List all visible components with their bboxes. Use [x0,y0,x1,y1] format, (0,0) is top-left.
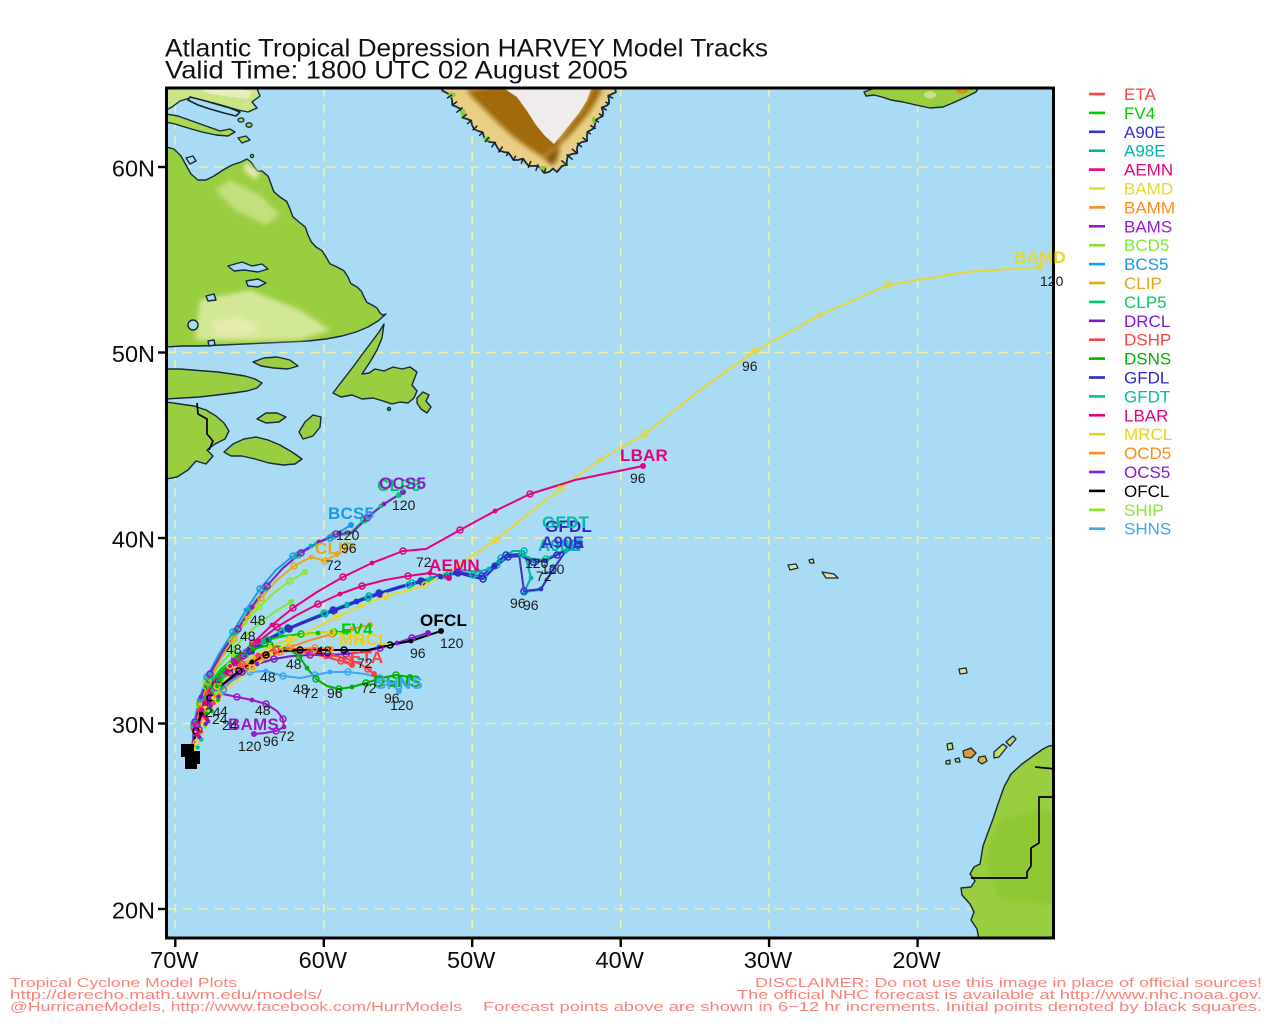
svg-text:72: 72 [326,557,342,573]
svg-text:http://derecho.math.uwm.edu/mo: http://derecho.math.uwm.edu/models/ [10,987,323,1002]
svg-text:120: 120 [238,738,262,754]
svg-text:BAMM: BAMM [1124,198,1175,217]
svg-text:96: 96 [510,595,526,611]
svg-text:BAMD: BAMD [1014,248,1066,267]
svg-text:96: 96 [410,645,426,661]
svg-text:120: 120 [390,697,414,713]
svg-text:A90E: A90E [1124,123,1166,142]
svg-text:SHIP: SHIP [1124,501,1164,520]
svg-text:BCS5: BCS5 [1124,255,1168,274]
svg-text:CLIP: CLIP [315,539,355,558]
svg-text:The official NHC forecast is a: The official NHC forecast is available a… [737,987,1262,1002]
svg-text:30N: 30N [112,712,155,738]
svg-text:96: 96 [523,597,539,613]
svg-text:48: 48 [255,702,271,718]
svg-text:72: 72 [303,685,319,701]
svg-text:BCD5: BCD5 [1124,236,1169,255]
svg-text:A98E: A98E [538,536,581,555]
svg-text:96: 96 [327,685,343,701]
svg-text:Tropical Cyclone Model Plots: Tropical Cyclone Model Plots [10,975,238,990]
svg-text:DISCLAIMER: Do not use this im: DISCLAIMER: Do not use this image in pla… [755,975,1262,990]
svg-text:SHNS: SHNS [375,674,423,693]
svg-text:60W: 60W [299,947,348,973]
svg-text:48: 48 [250,612,266,628]
svg-text:Atlantic Tropical Depression H: Atlantic Tropical Depression HARVEY Mode… [165,35,768,63]
svg-text:96: 96 [742,358,758,374]
svg-text:60N: 60N [112,156,155,182]
svg-text:96: 96 [263,733,279,749]
svg-text:@HurricaneModels, http://www.f: @HurricaneModels, http://www.facebook.co… [10,999,463,1014]
svg-text:96: 96 [384,690,400,706]
svg-text:BCS5: BCS5 [328,504,374,523]
svg-text:GFDT: GFDT [1124,387,1170,406]
svg-text:ETA: ETA [1124,85,1156,104]
svg-text:LBAR: LBAR [1124,406,1168,425]
svg-text:CLP5: CLP5 [377,476,421,495]
svg-text:96: 96 [630,470,646,486]
svg-text:AEMN: AEMN [429,556,480,575]
svg-text:120: 120 [336,527,360,543]
svg-text:50W: 50W [447,947,496,973]
svg-text:48: 48 [226,641,242,657]
svg-text:72: 72 [279,728,295,744]
svg-text:OFCL: OFCL [1124,482,1169,501]
svg-text:30W: 30W [744,947,793,973]
svg-text:96: 96 [341,540,357,556]
svg-text:120: 120 [1040,273,1064,289]
svg-text:24: 24 [212,711,228,727]
svg-text:BAMD: BAMD [1124,180,1173,199]
svg-text:AEMN: AEMN [1124,161,1173,180]
svg-text:48: 48 [293,681,309,697]
svg-text:GFDT: GFDT [542,513,589,532]
svg-text:OFCL: OFCL [420,611,467,630]
svg-text:OCS5: OCS5 [1124,463,1170,482]
svg-text:GFDL: GFDL [545,517,592,536]
svg-text:72: 72 [536,568,552,584]
svg-text:A98E: A98E [1124,142,1166,161]
svg-text:LBAR: LBAR [620,446,668,465]
svg-text:40N: 40N [112,527,155,553]
svg-text:Valid Time: 1800 UTC 02 August: Valid Time: 1800 UTC 02 August 2005 [165,57,628,85]
svg-text:DSHP: DSHP [1124,331,1171,350]
svg-text:4: 4 [220,703,228,719]
svg-text:48: 48 [260,669,276,685]
svg-text:MRCL: MRCL [1124,425,1172,444]
svg-text:DSNS: DSNS [1124,350,1171,369]
svg-text:ETA: ETA [350,648,383,667]
svg-text:72: 72 [357,655,373,671]
svg-text:DRCL: DRCL [1124,312,1170,331]
svg-text:120: 120 [541,561,565,577]
svg-text:72: 72 [416,554,432,570]
svg-text:BAMS: BAMS [228,715,279,734]
svg-text:FV4: FV4 [1124,104,1155,123]
svg-text:Forecast points above are show: Forecast points above are shown in 6−12 … [483,999,1262,1014]
svg-text:20N: 20N [112,898,155,924]
svg-text:40W: 40W [596,947,645,973]
svg-text:48: 48 [240,628,256,644]
svg-text:24: 24 [205,704,221,720]
svg-text:MRCL: MRCL [339,630,389,649]
svg-text:GFDL: GFDL [1124,369,1169,388]
svg-text:72: 72 [361,680,377,696]
svg-text:48: 48 [316,643,332,659]
svg-text:CLIP: CLIP [1124,274,1162,293]
svg-text:120: 120 [525,555,549,571]
svg-text:SHNS: SHNS [1124,520,1171,539]
svg-text:50N: 50N [112,341,155,367]
svg-text:OCS5: OCS5 [379,474,426,493]
svg-text:FV4: FV4 [341,620,373,639]
svg-text:CLP5: CLP5 [1124,293,1167,312]
svg-text:70W: 70W [150,947,199,973]
svg-text:24: 24 [222,717,238,733]
svg-text:A90E: A90E [541,533,584,552]
svg-text:20W: 20W [892,947,941,973]
svg-text:OCD5: OCD5 [1124,444,1171,463]
svg-text:48: 48 [286,656,302,672]
svg-text:DSNS: DSNS [373,672,421,691]
svg-text:BAMS: BAMS [1124,217,1172,236]
svg-text:120: 120 [440,635,464,651]
svg-text:120: 120 [392,497,416,513]
